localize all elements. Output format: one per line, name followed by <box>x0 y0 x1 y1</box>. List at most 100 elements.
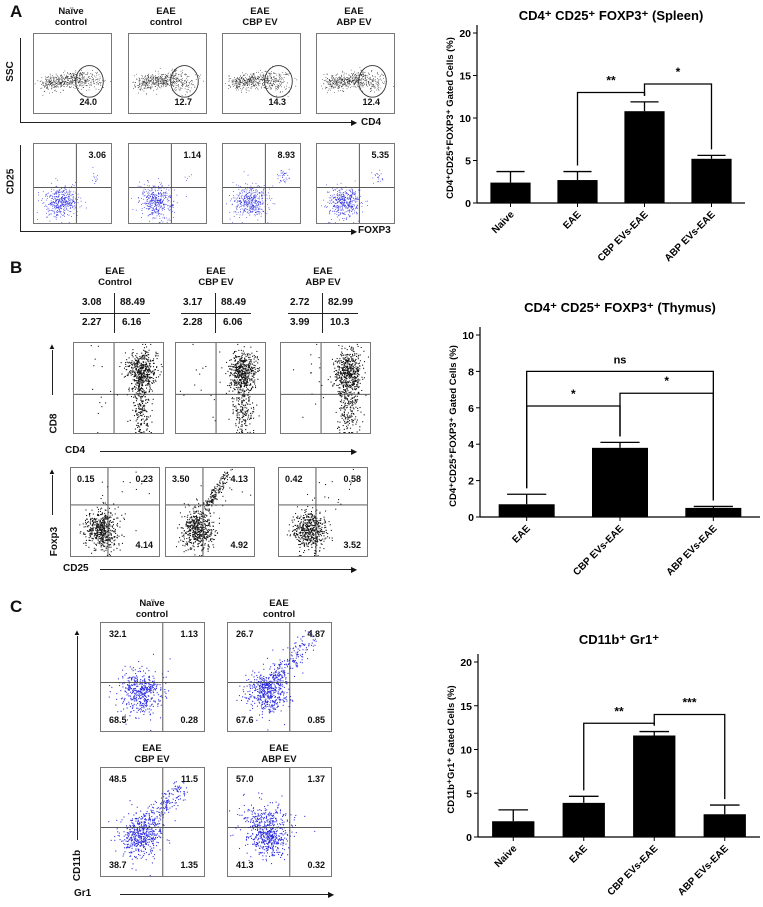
treg-percentage: 5.35 <box>371 150 389 160</box>
bar <box>562 802 605 837</box>
y-axis-label: CD4⁺CD25⁺FOXP3⁺ Gated Cells (%) <box>448 345 459 507</box>
plot-title: EAE control <box>229 598 329 620</box>
significance-label: ns <box>614 354 627 366</box>
cd4-gate-circle <box>76 66 104 98</box>
x-tick-label: Naive <box>493 843 520 870</box>
axis-label-foxp3: FOXP3 <box>358 225 391 236</box>
cd11b-gr1-plot: 32.1 1.13 68.5 0.28 <box>100 622 205 732</box>
quadrant-value: 0.42 <box>285 474 303 484</box>
scatter-dots <box>317 144 394 223</box>
bar-chart-cd11b-gr1: CD11b⁺ Gr1⁺ CD11b⁺Gr1⁺ Gated Cells (%) 0 5 1… <box>446 632 760 898</box>
y-tick-label: 4 <box>468 439 474 451</box>
cd25-foxp3-plot: 3.06 <box>33 143 112 224</box>
bar-chart-spleen: CD4⁺ CD25⁺ FOXP3⁺ (Spleen) CD4⁺CD25⁺FOXP3… <box>445 8 745 264</box>
title-line-1: Naïve <box>139 598 165 609</box>
significance-label: ** <box>614 704 624 718</box>
x-tick-label: CBP EVs-EAE <box>606 843 661 898</box>
y-axis-label: CD4⁺CD25⁺FOXP3⁺ Gated Cells (%) <box>445 37 456 199</box>
arrow-right-icon: ▶ <box>351 118 358 127</box>
quadrant-value: 0.15 <box>77 474 95 484</box>
title-line-1: EAE <box>105 266 125 277</box>
axis-label-cd25: CD25 <box>63 563 89 574</box>
event-dots <box>90 343 163 433</box>
x-tick-label: Naive <box>490 209 517 236</box>
plot-title: EAE ABP EV <box>229 743 329 765</box>
event-dots <box>286 468 354 556</box>
title-line-1: EAE <box>344 6 364 17</box>
scatter-dots <box>281 343 370 433</box>
foxp3-cd25-plot: 0.15 0.23 4.14 <box>70 467 160 557</box>
scatter-dots <box>101 768 204 876</box>
axis-label-ssc: SSC <box>4 61 16 82</box>
title-line-2: control <box>54 17 88 28</box>
column-title: EAE ABP EV <box>304 6 404 28</box>
ssc-cd4-plot: 12.7 <box>128 33 207 114</box>
axis-label-gr1: Gr1 <box>74 888 92 899</box>
gr1-axis-arrow <box>120 894 330 896</box>
x-tick-label: EAE <box>561 209 584 232</box>
bar <box>557 180 598 203</box>
cd11b-gr1-plot: 48.5 11.5 38.7 1.35 <box>100 767 205 877</box>
bar <box>592 447 648 517</box>
event-dots <box>131 174 192 223</box>
scatter-dots <box>129 144 206 223</box>
column-title: EAE CBP EV <box>166 266 266 288</box>
event-dots <box>321 67 394 94</box>
bar <box>492 821 535 837</box>
quadrant-value: 3.50 <box>172 474 190 484</box>
bar <box>498 504 555 517</box>
y-tick-label: 5 <box>465 156 471 168</box>
quadrant-value: 0.28 <box>180 715 198 725</box>
y-tick-label: 10 <box>462 330 474 342</box>
axis-label-foxp3: Foxp3 <box>49 526 61 557</box>
event-dots <box>293 343 370 433</box>
x-tick-label: CBP EVs-EAE <box>571 523 626 578</box>
event-dots <box>132 65 204 99</box>
x-tick-label: ABP EVs-EAE <box>665 523 720 578</box>
title-line-2: Control <box>98 277 132 288</box>
title-line-1: EAE <box>269 743 289 754</box>
y-tick-label: 15 <box>459 71 471 83</box>
axis-label-cd4: CD4 <box>65 445 86 456</box>
title-line-1: EAE <box>156 6 176 17</box>
quadrant-value: 3.99 <box>290 317 310 328</box>
quadrant-value: 2.72 <box>290 297 310 308</box>
arrow-right-icon: ▶ <box>351 447 358 456</box>
scatter-dots <box>74 343 163 433</box>
arrow-up-icon: ▲ <box>73 628 81 637</box>
quadrant-value: 1.37 <box>307 774 325 784</box>
title-line-2: CBP EV <box>242 17 278 28</box>
scatter-dots <box>321 34 394 113</box>
cd4-gate-circle <box>265 66 293 98</box>
significance-bracket <box>653 713 726 800</box>
arrow-up-icon: ▲ <box>48 342 56 351</box>
quadrant-value: 38.7 <box>109 860 127 870</box>
chart-title: CD11b⁺ Gr1⁺ <box>579 632 659 647</box>
ssc-cd4-plot: 14.3 <box>222 33 301 114</box>
title-line-2: ABP EV <box>261 754 297 765</box>
quadrant-divider <box>181 313 251 315</box>
treg-percentage: 1.14 <box>183 150 201 160</box>
title-line-2: CBP EV <box>134 754 170 765</box>
cd4-cd8-quadrant-summary: 3.17 88.49 2.28 6.06 <box>171 293 261 333</box>
gate-percentage: 12.7 <box>174 97 192 107</box>
column-title: EAE ABP EV <box>273 266 373 288</box>
scatter-dots <box>224 34 298 113</box>
quadrant-value: 88.49 <box>221 297 247 308</box>
cd11b-axis-arrow <box>77 636 79 840</box>
event-dots <box>34 69 111 96</box>
gate-percentage: 14.3 <box>268 97 286 107</box>
quadrant-value: 6.06 <box>223 317 243 328</box>
ssc-cd4-plot: 24.0 <box>33 33 112 114</box>
y-tick-label: 20 <box>460 657 472 669</box>
event-dots <box>79 471 150 556</box>
column-title: EAE Control <box>65 266 165 288</box>
scatter-dots <box>34 144 111 223</box>
cd25-foxp3-plot: 5.35 <box>316 143 395 224</box>
x-tick-label: EAE <box>510 523 533 546</box>
scatter-dots <box>34 34 111 113</box>
quadrant-value: 1.13 <box>180 629 198 639</box>
cd25-axis-line <box>20 145 22 231</box>
quadrant-value: 3.17 <box>183 297 203 308</box>
ssc-axis-line <box>20 38 22 122</box>
